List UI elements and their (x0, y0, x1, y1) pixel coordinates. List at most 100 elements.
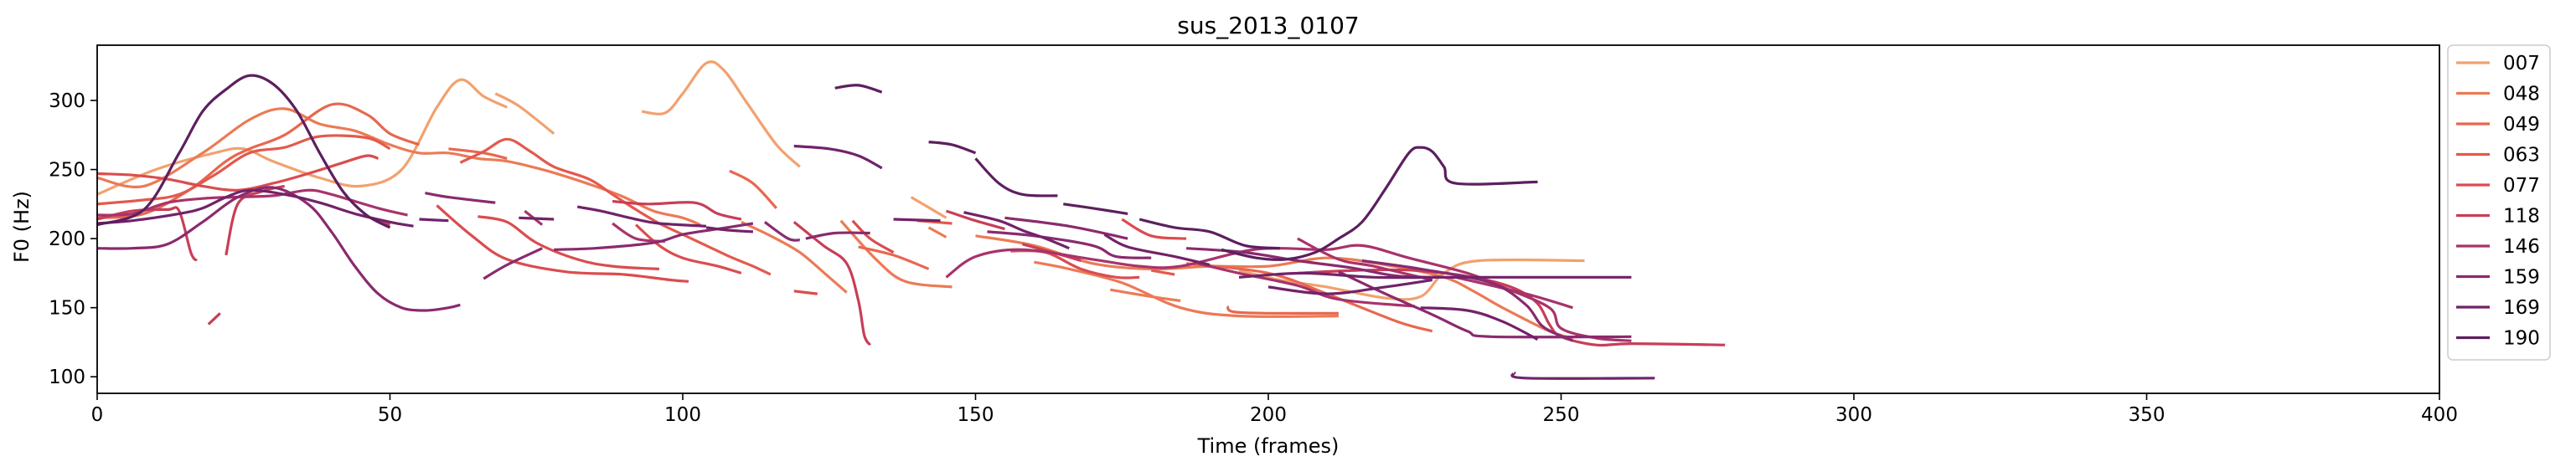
series-line-segment (975, 234, 1573, 340)
series-line-segment (97, 188, 414, 228)
series-line-segment (839, 219, 952, 289)
chart-title: sus_2013_0107 (1177, 12, 1359, 39)
series-line-segment (805, 231, 870, 240)
series-line-segment (576, 205, 707, 228)
series-line-segment (635, 223, 742, 274)
x-tick-label: 0 (91, 404, 104, 426)
series-line-segment (927, 226, 947, 239)
series-line-segment (1034, 260, 1339, 318)
legend-label: 169 (2503, 297, 2540, 319)
series-line-segment (494, 92, 555, 135)
series-048 (97, 107, 1573, 340)
series-layer (97, 60, 1726, 380)
series-line-segment (554, 222, 754, 251)
series-line-segment (910, 196, 947, 219)
series-line-segment (207, 312, 221, 326)
y-axis-label: F0 (Hz) (10, 191, 34, 263)
series-line-segment (97, 107, 701, 227)
series-line-segment (858, 245, 930, 270)
series-line-segment (97, 134, 391, 206)
x-tick-label: 150 (958, 404, 994, 426)
x-tick-label: 350 (2129, 404, 2166, 426)
series-line-segment (1138, 218, 1281, 250)
y-tick-label: 150 (49, 298, 85, 320)
series-line-segment (1226, 305, 1339, 315)
series-line-segment (1110, 288, 1181, 302)
series-line-segment (793, 290, 818, 295)
series-line-segment (792, 221, 872, 346)
series-line-segment (1455, 275, 1573, 310)
series-169 (97, 144, 1655, 380)
series-line-segment (97, 188, 408, 217)
series-line-segment (705, 226, 754, 233)
series-line-segment (946, 209, 1005, 231)
series-line-segment (97, 74, 391, 229)
legend-label: 159 (2503, 267, 2540, 289)
series-line-segment (974, 157, 1058, 198)
series-line-segment (834, 84, 883, 94)
series-line-segment (1004, 216, 1128, 240)
y-tick-label: 200 (49, 228, 85, 250)
x-tick-label: 300 (1835, 404, 1872, 426)
series-line-segment (519, 216, 555, 221)
series-049 (97, 102, 1433, 333)
series-line-segment (425, 192, 496, 204)
series-line-segment (1267, 279, 1433, 295)
x-tick-label: 50 (378, 404, 402, 426)
y-tick-label: 300 (49, 90, 85, 112)
legend-label: 118 (2503, 206, 2540, 228)
series-line-segment (945, 244, 1632, 342)
series-line-segment (1361, 259, 1574, 342)
series-line-segment (793, 144, 883, 170)
series-line-segment (987, 230, 1152, 259)
series-line-segment (419, 218, 449, 223)
series-line-segment (641, 60, 801, 168)
series-line-segment (741, 220, 848, 294)
series-line-segment (1103, 233, 1211, 267)
legend-label: 063 (2503, 145, 2540, 167)
series-190 (97, 74, 1538, 261)
series-063 (97, 134, 1175, 276)
x-tick-label: 250 (1543, 404, 1580, 426)
series-line-segment (436, 204, 689, 283)
series-line-segment (1238, 271, 1632, 280)
y-axis-ticks: 100 150 200 250 300 (49, 90, 97, 388)
series-146 (97, 188, 1632, 342)
legend-label: 048 (2503, 84, 2540, 105)
legend-label: 007 (2503, 53, 2540, 74)
series-line-segment (1420, 306, 1539, 341)
series-line-segment (928, 141, 977, 155)
series-line-segment (612, 199, 742, 221)
x-tick-label: 100 (664, 404, 701, 426)
x-tick-label: 400 (2421, 404, 2458, 426)
x-axis-ticks: 0 50 100 150 200 250 300 350 400 (91, 393, 2458, 426)
series-line-segment (1121, 218, 1187, 240)
series-line-segment (483, 247, 543, 280)
series-line-segment (1338, 270, 1632, 339)
legend-label: 077 (2503, 175, 2540, 197)
series-line-segment (97, 154, 379, 192)
series-line-segment (729, 169, 777, 209)
y-tick-label: 250 (49, 160, 85, 182)
series-line-segment (1238, 258, 1585, 301)
series-line-segment (763, 221, 801, 242)
series-line-segment (1221, 146, 1538, 261)
series-line-segment (97, 78, 508, 196)
plot-frame (96, 44, 2440, 394)
series-159 (97, 186, 1632, 342)
series-line-segment (963, 211, 1070, 250)
legend-label: 049 (2503, 114, 2540, 136)
x-axis-label: Time (frames) (1197, 434, 1340, 458)
series-line-segment (1197, 262, 1415, 308)
series-line-segment (1063, 203, 1128, 215)
series-line-segment (478, 215, 660, 270)
series-line-segment (893, 218, 941, 223)
legend-label: 146 (2503, 236, 2540, 258)
series-line-segment (1510, 371, 1655, 380)
series-line-segment (97, 186, 461, 312)
legend: 007 048 049 063 077 118 146 159 169 190 (2447, 44, 2551, 361)
y-tick-label: 100 (49, 367, 85, 388)
x-tick-label: 200 (1250, 404, 1287, 426)
series-007 (97, 60, 1585, 301)
